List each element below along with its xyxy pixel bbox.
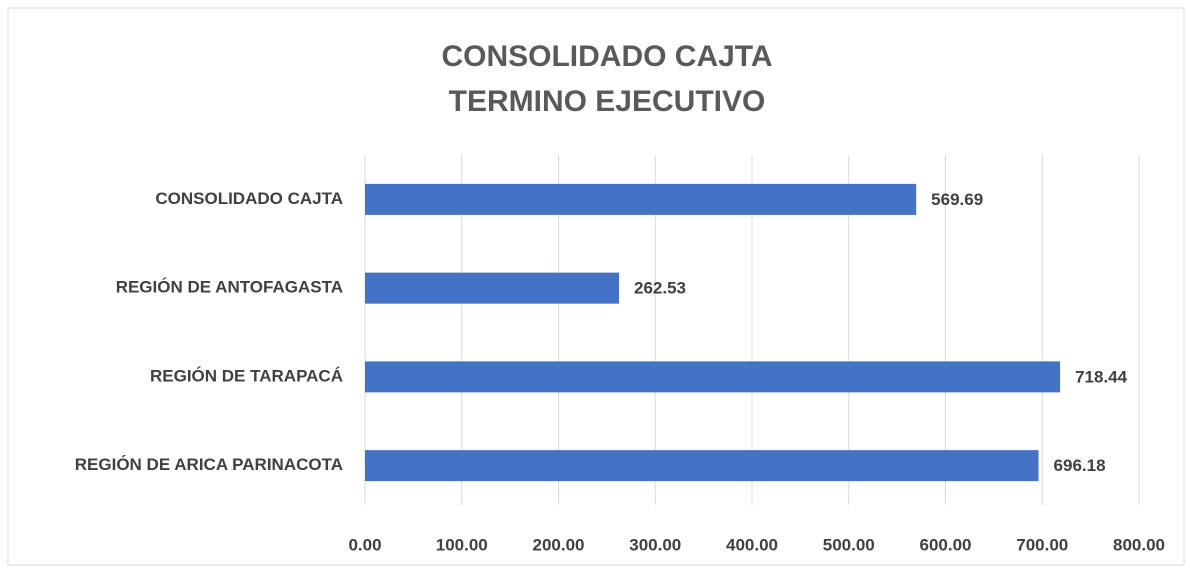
y-tick-label: REGIÓN DE ARICA PARINACOTA (75, 455, 343, 474)
bar (365, 272, 619, 304)
y-tick-label: REGIÓN DE TARAPACÁ (150, 366, 343, 385)
x-tick-label: 100.00 (436, 535, 488, 554)
x-tick-label: 0.00 (348, 535, 381, 554)
x-tick-label: 700.00 (1016, 535, 1068, 554)
chart-title: TERMINO EJECUTIVO (449, 85, 766, 118)
x-tick-label: 500.00 (823, 535, 875, 554)
data-label: 262.53 (634, 279, 686, 298)
bar (365, 183, 917, 215)
bar (365, 361, 1061, 393)
data-label: 718.44 (1075, 367, 1128, 386)
x-tick-label: 400.00 (726, 535, 778, 554)
x-tick-label: 800.00 (1113, 535, 1165, 554)
y-tick-label: REGIÓN DE ANTOFAGASTA (116, 278, 343, 297)
y-tick-label: CONSOLIDADO CAJTA (155, 189, 343, 208)
x-tick-label: 600.00 (920, 535, 972, 554)
x-tick-label: 200.00 (533, 535, 585, 554)
data-label: 569.69 (931, 190, 983, 209)
data-label: 696.18 (1054, 456, 1106, 475)
chart-title: CONSOLIDADO CAJTA (441, 40, 772, 73)
x-tick-label: 300.00 (629, 535, 681, 554)
bar (365, 450, 1039, 482)
